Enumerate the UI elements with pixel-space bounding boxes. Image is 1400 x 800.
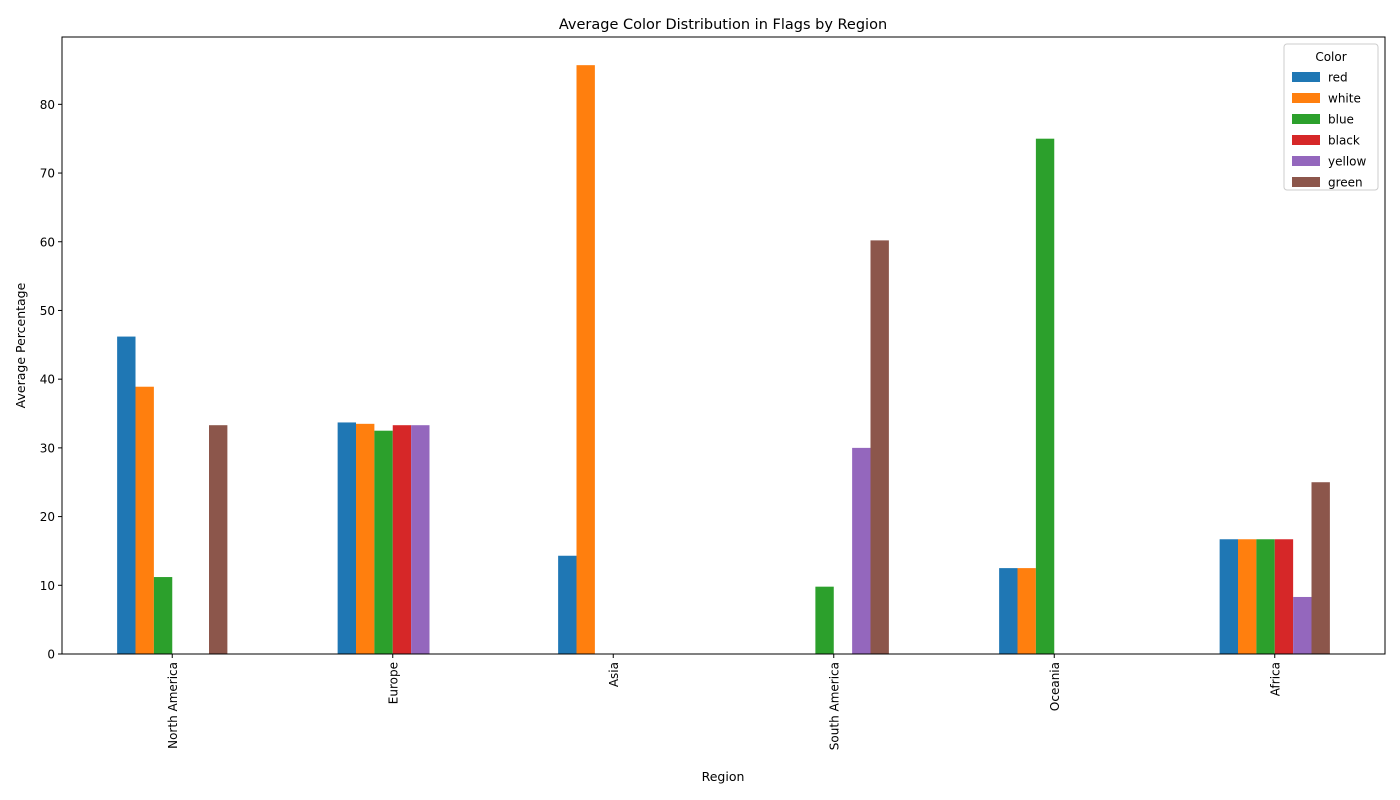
y-tick-label: 40 — [40, 373, 55, 387]
bar-green-north-america — [209, 425, 228, 654]
y-tick-label: 0 — [47, 648, 55, 662]
legend-label-white: white — [1328, 92, 1361, 106]
x-tick-label: South America — [827, 662, 841, 750]
bar-white-europe — [356, 423, 375, 654]
x-axis-label: Region — [702, 769, 745, 784]
y-axis-label: Average Percentage — [13, 282, 28, 408]
bar-white-north-america — [135, 386, 154, 654]
legend-swatch-white — [1292, 93, 1320, 103]
bar-yellow-africa — [1293, 596, 1312, 654]
bar-red-asia — [558, 555, 577, 654]
legend-swatch-green — [1292, 177, 1320, 187]
chart-title: Average Color Distribution in Flags by R… — [559, 17, 887, 33]
bar-black-europe — [392, 425, 412, 654]
legend-swatch-red — [1292, 72, 1320, 82]
bar-green-africa — [1311, 482, 1330, 654]
x-axis: North America Europe Asia South America Ocea… — [166, 654, 1282, 750]
bar-red-africa — [1219, 539, 1239, 654]
legend-swatch-black — [1292, 135, 1320, 145]
x-tick-label: North America — [166, 662, 180, 749]
bar-blue-oceania — [1035, 138, 1055, 654]
bars-group — [117, 65, 1330, 655]
legend-label-yellow: yellow — [1328, 155, 1366, 169]
bar-blue-north-america — [153, 577, 173, 654]
bar-blue-europe — [374, 430, 393, 654]
legend-label-black: black — [1328, 134, 1360, 148]
x-tick-label: Africa — [1268, 662, 1282, 696]
y-tick-label: 10 — [40, 579, 55, 593]
legend-swatch-yellow — [1292, 156, 1320, 166]
legend-label-blue: blue — [1328, 113, 1354, 127]
y-tick-label: 70 — [40, 167, 55, 181]
bar-white-oceania — [1017, 568, 1036, 654]
legend-swatch-blue — [1292, 114, 1320, 124]
legend-title: Color — [1315, 50, 1346, 64]
y-tick-label: 30 — [40, 441, 55, 455]
legend-label-green: green — [1328, 176, 1363, 190]
x-tick-label: Europe — [386, 662, 400, 704]
bar-green-south-america — [870, 240, 889, 654]
bar-yellow-europe — [411, 425, 430, 654]
bar-red-oceania — [999, 568, 1018, 654]
y-tick-label: 60 — [40, 235, 55, 249]
y-tick-label: 20 — [40, 510, 55, 524]
x-tick-label: Asia — [607, 662, 621, 687]
y-axis: 0 10 20 30 40 50 60 70 80 — [40, 98, 62, 662]
bar-red-north-america — [117, 336, 136, 654]
bar-blue-south-america — [815, 586, 834, 654]
bar-red-europe — [337, 422, 357, 654]
y-tick-label: 50 — [40, 304, 55, 318]
bar-blue-africa — [1256, 539, 1275, 654]
legend: Color red white blue black yellow green — [1283, 43, 1379, 191]
x-tick-label: Oceania — [1048, 662, 1062, 711]
bar-yellow-south-america — [852, 447, 871, 654]
bar-white-asia — [576, 65, 595, 655]
bar-white-africa — [1238, 539, 1257, 654]
y-tick-label: 80 — [40, 98, 55, 112]
bar-black-africa — [1274, 539, 1294, 654]
plot-frame — [61, 36, 1386, 655]
legend-label-red: red — [1328, 71, 1348, 85]
